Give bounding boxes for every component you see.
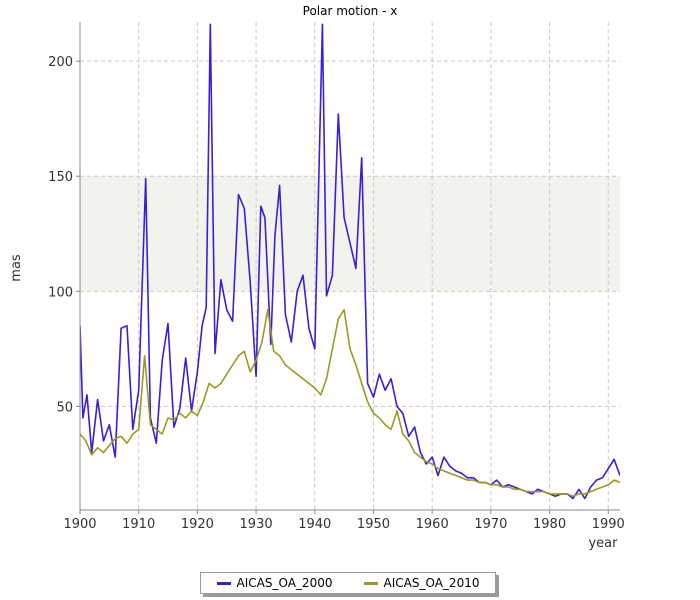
y-tick-label-100: 100	[48, 285, 73, 300]
x-tick-label-1920: 1920	[181, 517, 214, 532]
shaded-band	[80, 176, 620, 292]
chart-legend: AICAS_OA_2000 AICAS_OA_2010	[200, 572, 496, 594]
x-tick-label-1980: 1980	[533, 517, 566, 532]
x-tick-label-1930: 1930	[240, 517, 273, 532]
legend-swatch-series-1	[216, 581, 231, 585]
x-tick-label-1940: 1940	[298, 517, 331, 532]
x-tick-label-1900: 1900	[63, 517, 96, 532]
plot-area: 1900 1910 1920 1930 1940 1950 1960 1970 1980 1990…	[48, 22, 625, 532]
x-axis-label: year	[588, 536, 618, 551]
x-tick-label-1910: 1910	[122, 517, 155, 532]
y-axis-label: mas	[9, 254, 24, 282]
legend-item-series-1: AICAS_OA_2000	[216, 576, 333, 590]
x-tick-label-1960: 1960	[416, 517, 449, 532]
y-tick-label-150: 150	[48, 170, 73, 185]
legend-label-series-2: AICAS_OA_2010	[383, 576, 480, 590]
legend-item-series-2: AICAS_OA_2010	[363, 576, 480, 590]
legend-label-series-1: AICAS_OA_2000	[236, 576, 333, 590]
chart-title: Polar motion - x	[303, 4, 398, 18]
y-tick-label-50: 50	[56, 400, 73, 415]
y-tick-label-200: 200	[48, 55, 73, 70]
x-tick-label-1990: 1990	[592, 517, 625, 532]
legend-swatch-series-2	[363, 581, 378, 585]
x-tick-label-1950: 1950	[357, 517, 390, 532]
x-tick-label-1970: 1970	[474, 517, 507, 532]
series-line-2	[80, 308, 620, 498]
